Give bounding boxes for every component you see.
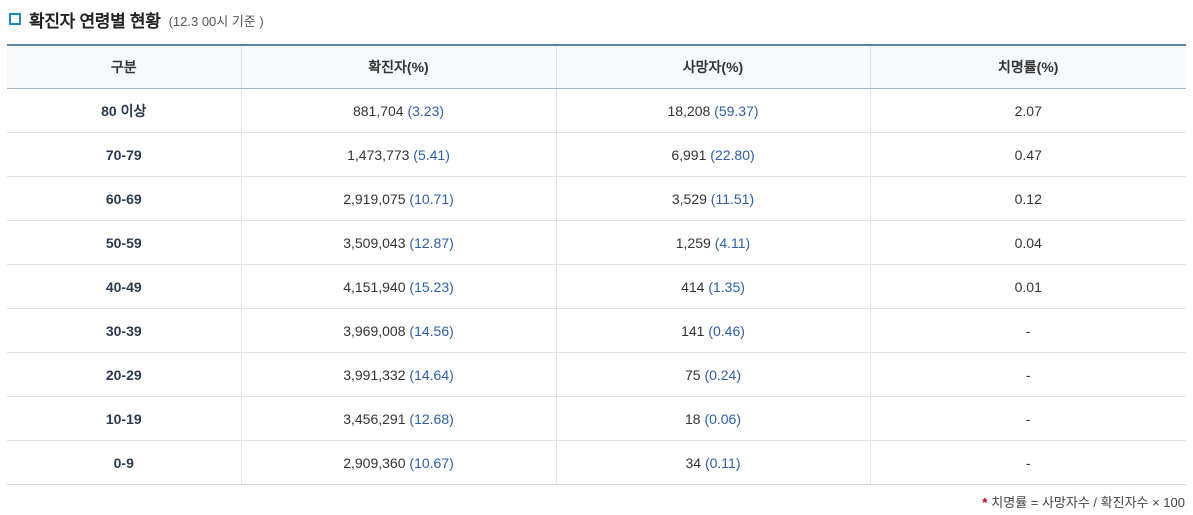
table-row: 40-49 4,151,940 (15.23) 414 (1.35) 0.01 [7, 264, 1186, 309]
deaths-value: 75 [684, 366, 701, 383]
header-deaths: 사망자(%) [555, 44, 870, 89]
age-group-cell: 50-59 [7, 220, 241, 265]
age-group-cell: 30-39 [7, 308, 241, 353]
deaths-cell: 18,208 (59.37) [555, 88, 870, 133]
deaths-cell: 6,991 (22.80) [555, 132, 870, 177]
cases-percent: (14.64) [409, 366, 454, 383]
footnote-marker: * [982, 495, 988, 510]
deaths-percent: (4.11) [714, 234, 751, 251]
section-title: 확진자 연령별 현황 [29, 11, 161, 31]
deaths-cell: 141 (0.46) [555, 308, 870, 353]
table-header-row: 구분 확진자(%) 사망자(%) 치명률(%) [7, 44, 1186, 89]
deaths-percent: (0.46) [708, 322, 745, 339]
cases-value: 1,473,773 [347, 146, 410, 163]
fatality-rate-cell: 0.01 [869, 264, 1186, 309]
cases-percent: (10.71) [409, 190, 454, 207]
cases-value: 3,509,043 [343, 234, 406, 251]
deaths-cell: 18 (0.06) [555, 396, 870, 441]
cases-percent: (12.68) [409, 410, 454, 427]
table-row: 0-9 2,909,360 (10.67) 34 (0.11) - [7, 440, 1186, 485]
age-group-cell: 20-29 [7, 352, 241, 397]
age-group-cell: 60-69 [7, 176, 241, 221]
cases-percent: (15.23) [409, 278, 454, 295]
fatality-rate-cell: 0.12 [869, 176, 1186, 221]
deaths-value: 414 [681, 278, 705, 295]
cases-cell: 4,151,940 (15.23) [240, 264, 556, 309]
table-row: 80 이상 881,704 (3.23) 18,208 (59.37) 2.07 [7, 88, 1186, 133]
age-stats-table: 구분 확진자(%) 사망자(%) 치명률(%) 80 이상 881,704 (3.… [7, 44, 1186, 485]
deaths-percent: (11.51) [710, 190, 755, 207]
cases-cell: 881,704 (3.23) [240, 88, 556, 133]
section-subtitle: (12.3 00시 기준 ) [168, 14, 264, 29]
fatality-rate-cell: 0.47 [869, 132, 1186, 177]
cases-cell: 2,909,360 (10.67) [240, 440, 556, 485]
header-cases: 확진자(%) [240, 44, 556, 89]
age-group-cell: 0-9 [7, 440, 241, 485]
age-group-cell: 70-79 [7, 132, 241, 177]
cases-cell: 2,919,075 (10.71) [240, 176, 556, 221]
table-row: 70-79 1,473,773 (5.41) 6,991 (22.80) 0.47 [7, 132, 1186, 177]
deaths-percent: (22.80) [710, 146, 755, 163]
cases-cell: 3,969,008 (14.56) [240, 308, 556, 353]
cases-value: 2,919,075 [343, 190, 406, 207]
fatality-rate-cell: 2.07 [869, 88, 1186, 133]
cases-value: 881,704 [352, 102, 404, 119]
deaths-cell: 34 (0.11) [555, 440, 870, 485]
cases-percent: (3.23) [407, 102, 445, 119]
cases-cell: 3,991,332 (14.64) [240, 352, 556, 397]
deaths-value: 3,529 [671, 190, 707, 207]
cases-percent: (10.67) [409, 454, 454, 471]
cases-cell: 3,456,291 (12.68) [240, 396, 556, 441]
deaths-value: 6,991 [671, 146, 707, 163]
fatality-rate-cell: - [869, 396, 1186, 441]
cases-value: 4,151,940 [343, 278, 406, 295]
deaths-value: 141 [681, 322, 705, 339]
cases-percent: (14.56) [409, 322, 454, 339]
deaths-cell: 1,259 (4.11) [555, 220, 870, 265]
cases-cell: 1,473,773 (5.41) [240, 132, 556, 177]
deaths-cell: 414 (1.35) [555, 264, 870, 309]
header-category: 구분 [7, 44, 241, 89]
table-row: 20-29 3,991,332 (14.64) 75 (0.24) - [7, 352, 1186, 397]
footnote: * 치명률 = 사망자수 / 확진자수 × 100 [982, 492, 1185, 511]
cases-percent: (12.87) [409, 234, 454, 251]
age-group-cell: 80 이상 [7, 88, 241, 133]
deaths-value: 34 [685, 454, 702, 471]
table-row: 10-19 3,456,291 (12.68) 18 (0.06) - [7, 396, 1186, 441]
cases-percent: (5.41) [413, 146, 450, 163]
cases-value: 2,909,360 [343, 454, 406, 471]
deaths-percent: (0.11) [704, 454, 741, 471]
fatality-rate-cell: 0.04 [869, 220, 1186, 265]
deaths-cell: 3,529 (11.51) [555, 176, 870, 221]
table-row: 60-69 2,919,075 (10.71) 3,529 (11.51) 0.12 [7, 176, 1186, 221]
deaths-percent: (0.24) [704, 366, 742, 383]
age-group-cell: 40-49 [7, 264, 241, 309]
fatality-rate-cell: - [869, 440, 1186, 485]
section-header: 확진자 연령별 현황 (12.3 00시 기준 ) [9, 6, 264, 32]
square-bullet-icon [9, 13, 21, 25]
deaths-percent: (1.35) [708, 278, 745, 295]
deaths-value: 18,208 [667, 102, 711, 119]
fatality-rate-cell: - [869, 352, 1186, 397]
cases-value: 3,456,291 [343, 410, 406, 427]
fatality-rate-cell: - [869, 308, 1186, 353]
deaths-percent: (0.06) [704, 410, 742, 427]
deaths-value: 18 [684, 410, 701, 427]
table-row: 30-39 3,969,008 (14.56) 141 (0.46) - [7, 308, 1186, 353]
cases-cell: 3,509,043 (12.87) [240, 220, 556, 265]
cases-value: 3,991,332 [343, 366, 406, 383]
cases-value: 3,969,008 [343, 322, 406, 339]
deaths-cell: 75 (0.24) [555, 352, 870, 397]
age-group-cell: 10-19 [7, 396, 241, 441]
footnote-text: 치명률 = 사망자수 / 확진자수 × 100 [991, 495, 1185, 510]
header-fatality-rate: 치명률(%) [869, 44, 1186, 89]
deaths-percent: (59.37) [714, 102, 759, 119]
table-row: 50-59 3,509,043 (12.87) 1,259 (4.11) 0.04 [7, 220, 1186, 265]
deaths-value: 1,259 [675, 234, 711, 251]
